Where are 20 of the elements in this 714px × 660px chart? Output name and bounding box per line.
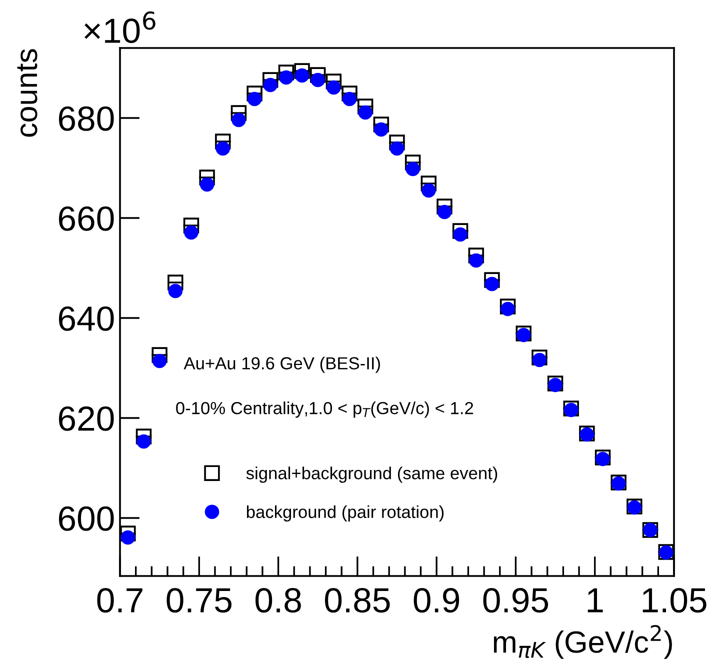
y-tick-label: 640 bbox=[58, 306, 114, 331]
legend-label: background (pair rotation) bbox=[246, 505, 444, 522]
x-tick-label: 1.05 bbox=[642, 588, 706, 613]
text: ×10$^{6}$ bbox=[84, 11, 156, 44]
annotation: 0-10% Centrality,1.0 < p$_{T}$(GeV/c) < 1.2 bbox=[176, 402, 474, 418]
annotation: Au+Au 19.6 GeV (BES-II) bbox=[184, 356, 380, 373]
x-tick-label: 0.8 bbox=[256, 588, 301, 613]
x-tick-label: 0.9 bbox=[414, 588, 460, 613]
y-tick-label: 680 bbox=[58, 106, 114, 131]
y-tick-label: 600 bbox=[58, 506, 114, 531]
x-tick-label: 1 bbox=[588, 588, 603, 612]
legend-label: signal+background (same event) bbox=[246, 466, 498, 483]
x-tick-label: 0.75 bbox=[166, 588, 232, 613]
y-axis-title: counts bbox=[17, 49, 38, 137]
x-axis-title: m$_{πK}$ (GeV/c$^{2}$) bbox=[494, 625, 672, 659]
y-tick-label: 620 bbox=[58, 406, 114, 431]
x-tick-label: 0.85 bbox=[325, 588, 390, 613]
y-tick-label: 660 bbox=[58, 206, 114, 231]
x-tick-label: 0.7 bbox=[97, 588, 142, 613]
x-tick-label: 0.95 bbox=[483, 588, 548, 613]
